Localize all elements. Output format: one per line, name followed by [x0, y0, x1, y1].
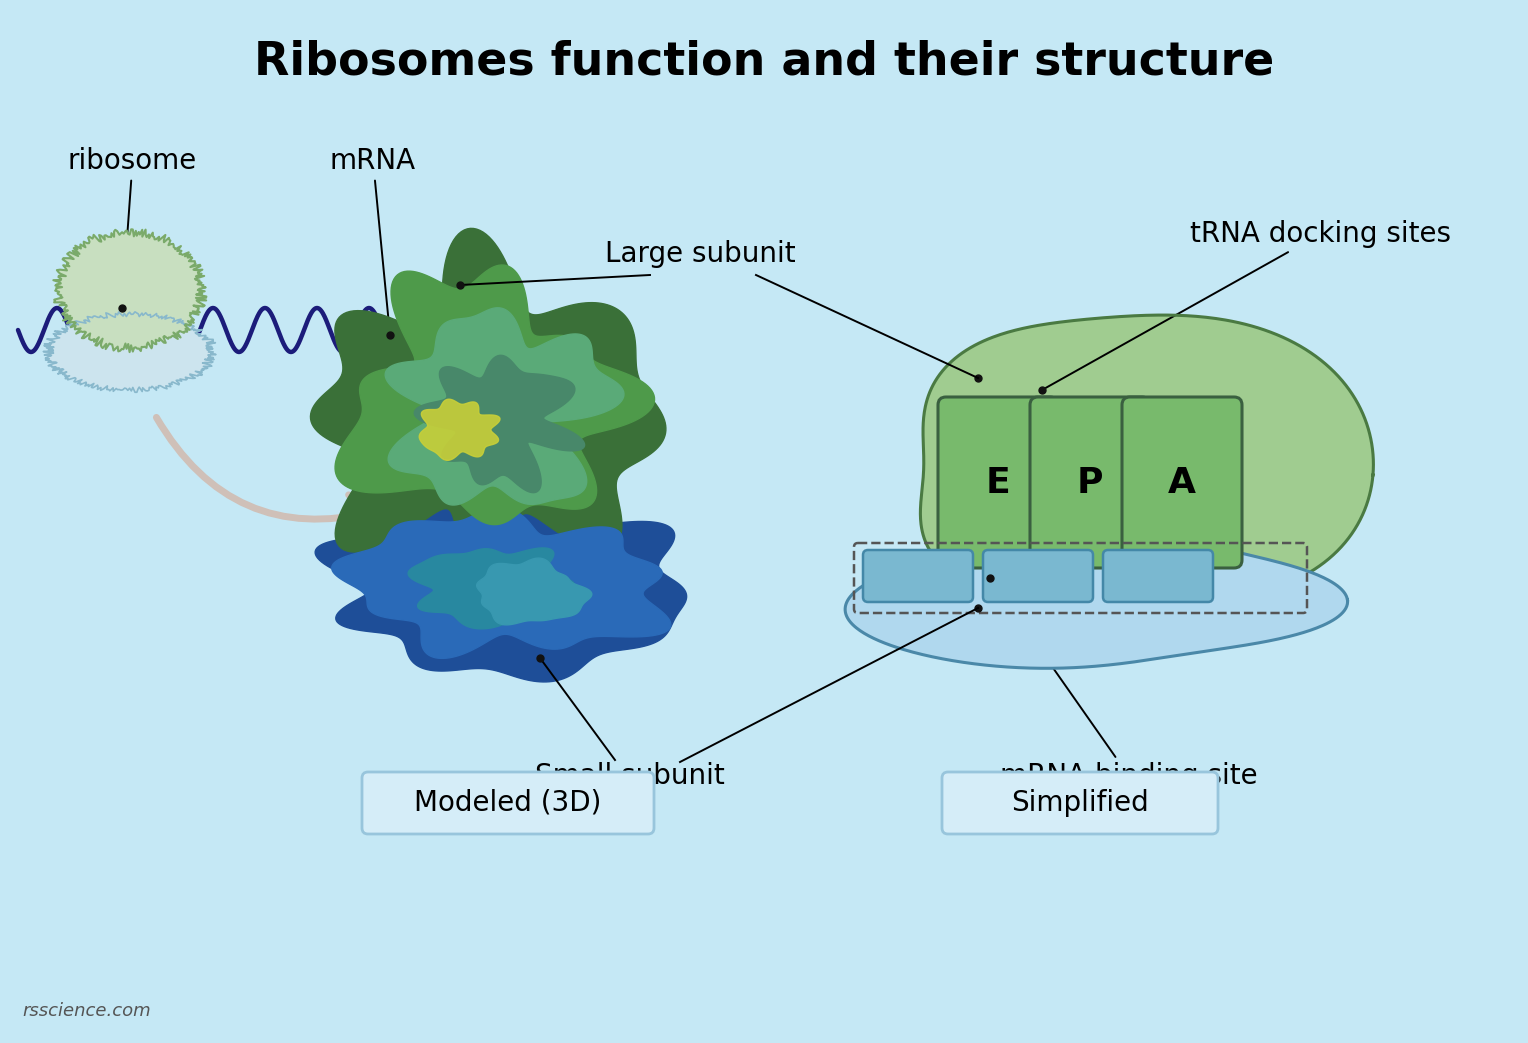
Polygon shape	[310, 228, 666, 571]
FancyBboxPatch shape	[941, 772, 1218, 834]
Polygon shape	[385, 308, 623, 505]
Text: A: A	[1167, 466, 1196, 500]
FancyBboxPatch shape	[938, 397, 1057, 568]
FancyBboxPatch shape	[1122, 397, 1242, 568]
Polygon shape	[43, 312, 215, 392]
Text: ribosome: ribosome	[69, 147, 197, 306]
Text: rsscience.com: rsscience.com	[21, 1002, 151, 1020]
FancyArrowPatch shape	[156, 417, 373, 538]
Text: P: P	[1077, 466, 1103, 500]
Polygon shape	[332, 508, 671, 658]
Polygon shape	[414, 356, 585, 492]
FancyBboxPatch shape	[983, 550, 1093, 602]
Polygon shape	[335, 265, 654, 525]
Text: mRNA: mRNA	[330, 147, 416, 333]
Text: Simplified: Simplified	[1012, 789, 1149, 817]
Polygon shape	[419, 399, 500, 460]
Text: Modeled (3D): Modeled (3D)	[414, 789, 602, 817]
Text: Ribosomes function and their structure: Ribosomes function and their structure	[254, 40, 1274, 84]
Text: tRNA docking sites: tRNA docking sites	[1045, 220, 1452, 389]
Polygon shape	[477, 558, 591, 625]
Polygon shape	[53, 229, 206, 353]
Text: E: E	[986, 466, 1010, 500]
Polygon shape	[845, 527, 1348, 669]
FancyBboxPatch shape	[1030, 397, 1151, 568]
Polygon shape	[920, 315, 1374, 598]
Text: Small subunit: Small subunit	[535, 762, 724, 790]
Polygon shape	[408, 548, 575, 629]
FancyBboxPatch shape	[362, 772, 654, 834]
FancyBboxPatch shape	[863, 550, 973, 602]
Text: mRNA binding site: mRNA binding site	[992, 580, 1258, 790]
FancyBboxPatch shape	[1103, 550, 1213, 602]
Polygon shape	[315, 500, 686, 682]
Text: Large subunit: Large subunit	[605, 240, 795, 268]
